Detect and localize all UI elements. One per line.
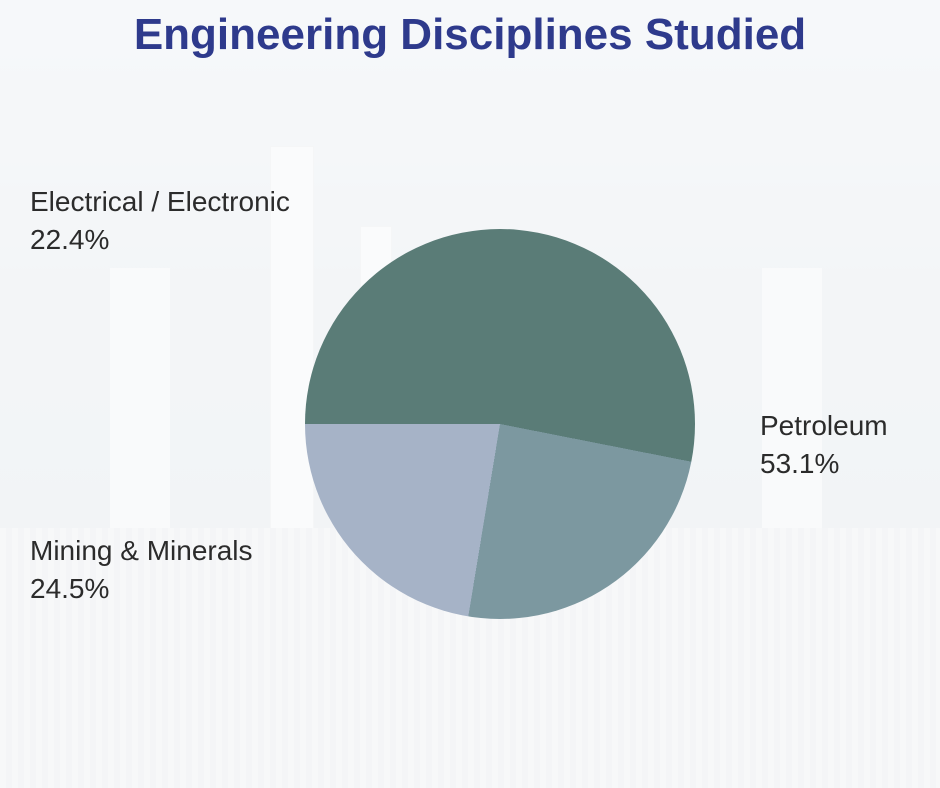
slice-label: Petroleum 53.1% [760,410,888,480]
slice-label: Mining & Minerals 24.5% [30,535,253,605]
slice-label-name: Mining & Minerals [30,535,253,567]
chart-title: Engineering Disciplines Studied [0,10,940,60]
slice-label-pct: 22.4% [30,224,290,256]
pie-chart [305,229,695,619]
slice-label-pct: 24.5% [30,573,253,605]
slice-label-name: Electrical / Electronic [30,186,290,218]
slice-label: Electrical / Electronic 22.4% [30,186,290,256]
slice-label-pct: 53.1% [760,448,888,480]
slice-label-name: Petroleum [760,410,888,442]
chart-container: Engineering Disciplines Studied Petroleu… [0,0,940,788]
